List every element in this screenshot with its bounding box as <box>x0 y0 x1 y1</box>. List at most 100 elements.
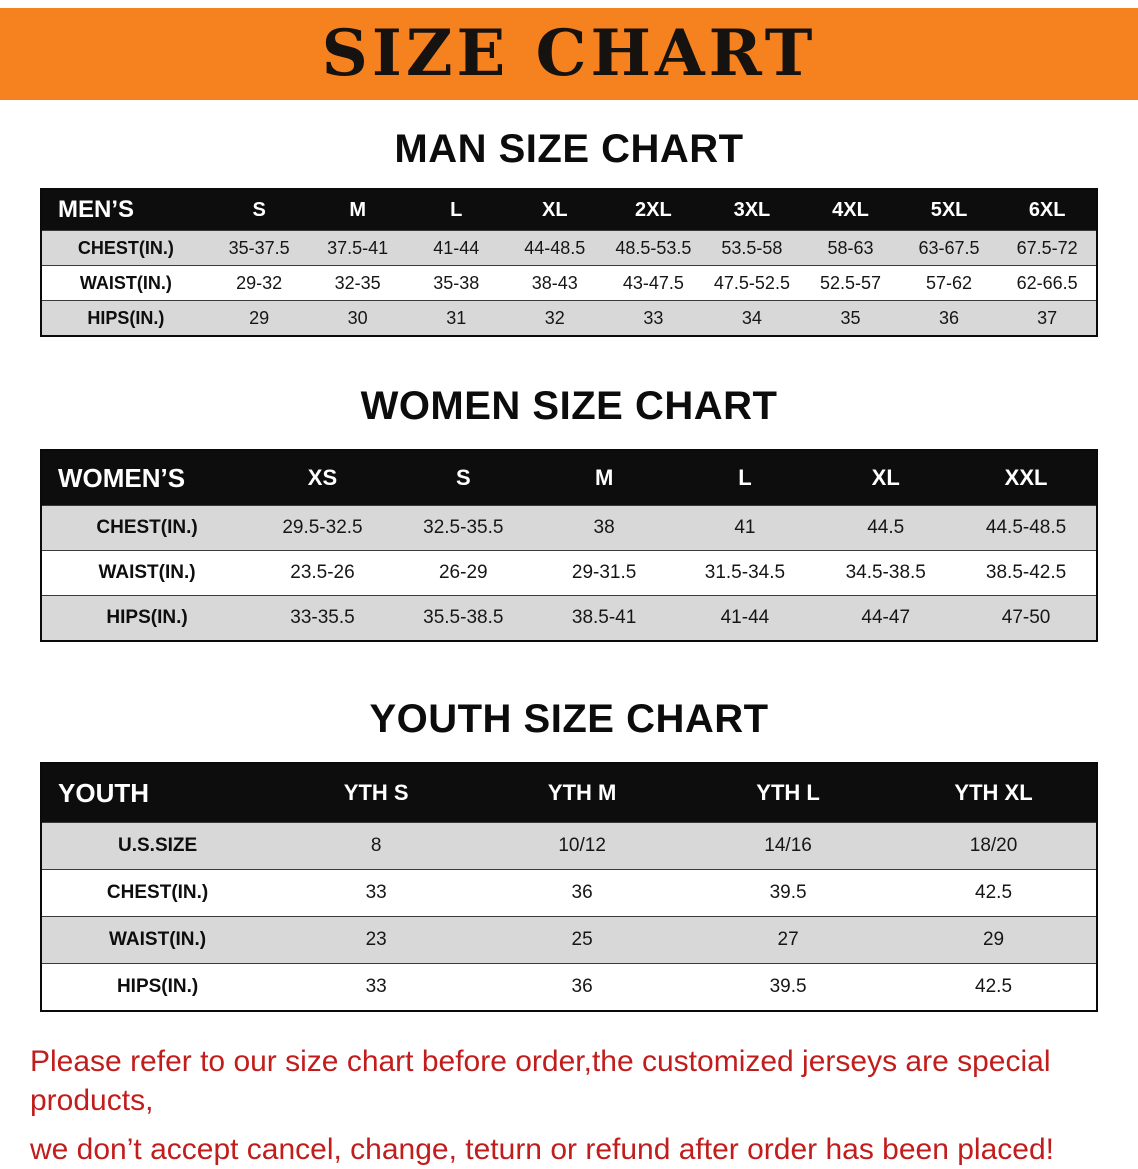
table-row: HIPS(IN.) 33-35.5 35.5-38.5 38.5-41 41-44 44-… <box>41 595 1097 641</box>
table-cell: 38.5-42.5 <box>985 562 1067 583</box>
table-row: U.S.SIZE 8 10/12 14/16 18/20 <box>41 822 1097 870</box>
table-cell: 10/12 <box>558 835 606 856</box>
table-title-cell: MEN’S <box>58 196 135 223</box>
table-cell: 32-35 <box>334 272 381 293</box>
table-cell: 48.5-53.5 <box>615 237 692 258</box>
table-cell: 14/16 <box>764 835 812 856</box>
row-label: WAIST(IN.) <box>79 272 172 293</box>
table-cell: 35-38 <box>433 272 480 293</box>
table-cell: 29 <box>249 307 270 328</box>
table-cell: 67.5-72 <box>1016 237 1078 258</box>
column-header: 4XL <box>832 198 869 221</box>
table-cell: 57-62 <box>926 272 973 293</box>
table-cell: 35-37.5 <box>228 237 290 258</box>
youth-size-table: YOUTH YTH S YTH M YTH L YTH XL U.S.SIZE 8 10/12… <box>40 762 1098 1012</box>
table-cell: 42.5 <box>975 882 1013 903</box>
table-cell: 52.5-57 <box>819 272 882 293</box>
table-cell: 33 <box>643 307 664 328</box>
table-row: WAIST(IN.) 23 25 27 29 <box>41 916 1097 964</box>
table-cell: 44-47 <box>861 607 911 628</box>
table-cell: 8 <box>370 835 382 856</box>
header-row: WOMEN’S XS S M L XL XXL <box>41 450 1097 506</box>
table-cell: 42.5 <box>975 976 1013 997</box>
table-cell: 38 <box>593 517 615 538</box>
row-label: CHEST(IN.) <box>96 517 198 538</box>
column-header: 6XL <box>1028 198 1066 221</box>
table-cell: 31 <box>446 307 467 328</box>
women-size-chart-section: WOMEN SIZE CHART WOMEN’S XS S M L XL XXL CHEST(… <box>0 383 1138 642</box>
table-cell: 34 <box>741 307 762 328</box>
table-cell: 29.5-32.5 <box>282 517 363 538</box>
table-cell: 18/20 <box>969 835 1018 856</box>
table-cell: 38-43 <box>531 272 578 293</box>
table-cell: 36 <box>939 307 960 328</box>
table-cell: 33 <box>365 882 387 903</box>
table-cell: 44-48.5 <box>524 237 586 258</box>
table-cell: 35 <box>840 307 861 328</box>
table-cell: 41-44 <box>720 607 770 628</box>
table-row: HIPS(IN.) 29 30 31 32 33 34 35 36 37 <box>41 300 1097 336</box>
women-section-heading: WOMEN SIZE CHART <box>360 384 778 428</box>
table-title-cell: YOUTH <box>58 777 149 808</box>
table-cell: 44.5 <box>867 517 905 538</box>
table-cell: 37.5-41 <box>327 237 389 258</box>
table-cell: 31.5-34.5 <box>704 562 786 583</box>
row-label: CHEST(IN.) <box>77 237 174 258</box>
table-cell: 27 <box>777 929 799 950</box>
row-label: WAIST(IN.) <box>98 562 196 583</box>
table-cell: 53.5-58 <box>721 237 783 258</box>
table-cell: 32.5-35.5 <box>423 517 504 538</box>
table-row: WAIST(IN.) 29-32 32-35 35-38 38-43 43-47.5 47.… <box>41 265 1097 301</box>
table-cell: 41 <box>734 517 756 538</box>
table-cell: 39.5 <box>769 882 807 903</box>
column-header: M <box>594 465 614 490</box>
table-cell: 35.5-38.5 <box>423 607 504 628</box>
header-row: MEN’S S M L XL 2XL 3XL 4XL 5XL 6XL <box>41 189 1097 231</box>
table-cell: 37 <box>1037 307 1058 328</box>
table-cell: 23 <box>365 929 387 950</box>
table-row: CHEST(IN.) 35-37.5 37.5-41 41-44 44-48.5 48.5… <box>41 230 1097 266</box>
column-header: YTH XL <box>954 780 1033 805</box>
column-header: XL <box>871 465 900 490</box>
youth-section-heading: YOUTH SIZE CHART <box>369 697 769 741</box>
table-cell: 41-44 <box>433 237 480 258</box>
table-cell: 62-66.5 <box>1016 272 1078 293</box>
table-cell: 63-67.5 <box>918 237 980 258</box>
table-cell: 29-31.5 <box>571 562 637 583</box>
table-cell: 26-29 <box>438 562 488 583</box>
table-cell: 29-32 <box>236 272 283 293</box>
column-header: L <box>738 465 752 490</box>
table-row: WAIST(IN.) 23.5-26 26-29 29-31.5 31.5-34.5 34… <box>41 550 1097 596</box>
column-header: XL <box>542 198 568 221</box>
table-cell: 34.5-38.5 <box>845 562 926 583</box>
table-cell: 25 <box>571 929 593 950</box>
column-header: 2XL <box>635 198 672 221</box>
table-cell: 33-35.5 <box>290 607 355 628</box>
disclaimer-line-1: Please refer to our size chart before or… <box>30 1045 1051 1117</box>
table-cell: 47-50 <box>1001 607 1051 628</box>
column-header: XXL <box>1004 465 1048 490</box>
column-header: YTH S <box>343 780 409 805</box>
table-cell: 33 <box>365 976 387 997</box>
disclaimer-line-2: we don’t accept cancel, change, teturn o… <box>30 1133 1054 1166</box>
header-row: YOUTH YTH S YTH M YTH L YTH XL <box>41 763 1097 823</box>
table-cell: 43-47.5 <box>622 272 684 293</box>
column-header: YTH L <box>756 780 820 805</box>
column-header: XS <box>307 465 338 490</box>
column-header: S <box>252 198 266 221</box>
table-cell: 30 <box>347 307 368 328</box>
men-section-heading: MAN SIZE CHART <box>394 127 744 171</box>
youth-size-chart-section: YOUTH SIZE CHART YOUTH YTH S YTH M YTH L YTH… <box>0 696 1138 1012</box>
table-row: HIPS(IN.) 33 36 39.5 42.5 <box>41 963 1097 1011</box>
table-cell: 32 <box>544 307 565 328</box>
row-label: HIPS(IN.) <box>87 307 165 328</box>
banner: SIZE CHART <box>0 8 1138 100</box>
column-header: 5XL <box>930 198 968 221</box>
men-size-table: MEN’S S M L XL 2XL 3XL 4XL 5XL 6XL CHEST(IN.) 35-37… <box>40 188 1098 337</box>
row-label: HIPS(IN.) <box>116 976 199 997</box>
table-cell: 36 <box>571 976 593 997</box>
disclaimer: Please refer to our size chart before or… <box>30 1042 1114 1169</box>
table-cell: 58-63 <box>827 237 874 258</box>
row-label: HIPS(IN.) <box>106 607 188 628</box>
table-cell: 29 <box>982 929 1005 950</box>
